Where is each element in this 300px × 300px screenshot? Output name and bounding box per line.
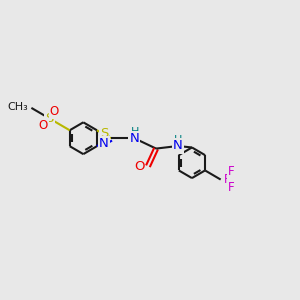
Text: O: O xyxy=(39,119,48,132)
Text: H: H xyxy=(131,127,139,137)
Text: N: N xyxy=(99,137,109,150)
Text: CH₃: CH₃ xyxy=(7,102,28,112)
Text: N: N xyxy=(129,132,139,145)
Text: H: H xyxy=(174,134,183,145)
Text: S: S xyxy=(100,127,108,140)
Text: F: F xyxy=(224,173,230,186)
Text: O: O xyxy=(50,105,59,118)
Text: S: S xyxy=(45,112,54,125)
Text: F: F xyxy=(227,181,234,194)
Text: O: O xyxy=(134,160,144,173)
Text: F: F xyxy=(227,165,234,178)
Text: N: N xyxy=(173,140,183,152)
